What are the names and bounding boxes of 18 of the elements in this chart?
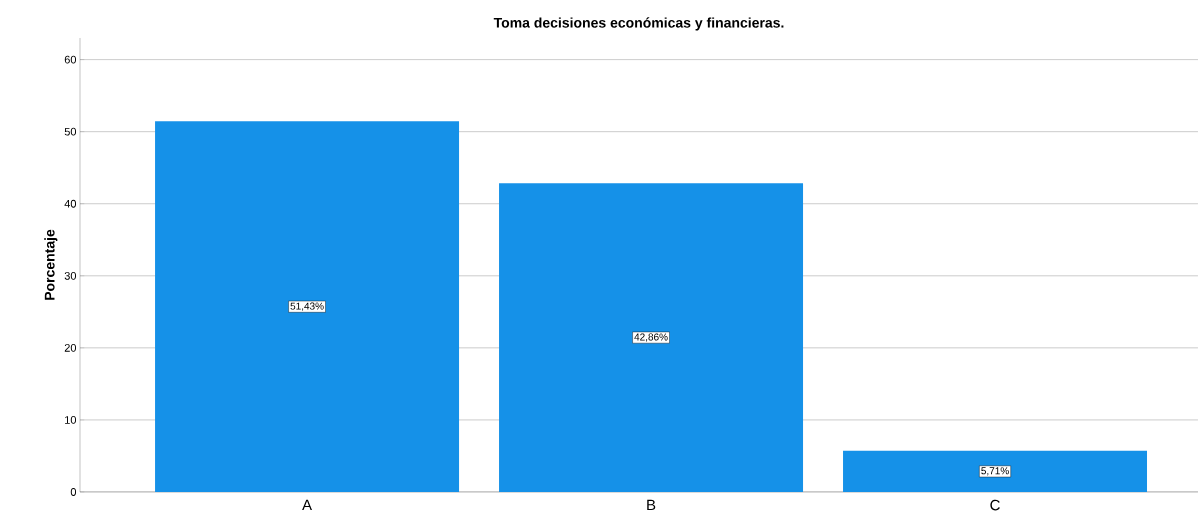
- data-label: 51,43%: [290, 302, 324, 311]
- x-tick-label: C: [990, 499, 1000, 511]
- data-label: 5,71%: [981, 467, 1009, 476]
- bar: [499, 183, 804, 492]
- x-tick-label: B: [647, 499, 656, 511]
- bar: [155, 121, 460, 492]
- y-axis-title: Porcentaje: [44, 229, 58, 300]
- y-tick-label: 10: [65, 416, 77, 424]
- y-tick-label: 40: [64, 199, 77, 208]
- bar: [843, 450, 1148, 492]
- y-tick-label: 60: [64, 55, 77, 64]
- data-label: 42,86%: [634, 333, 668, 342]
- y-tick-label: 0: [70, 488, 77, 496]
- y-tick-label: 20: [64, 343, 77, 352]
- chart-title: Toma decisiones económicas y financieras.: [493, 17, 784, 31]
- x-tick-label: A: [302, 499, 313, 511]
- y-tick-label: 30: [64, 271, 77, 280]
- y-tick-label: 50: [64, 127, 77, 136]
